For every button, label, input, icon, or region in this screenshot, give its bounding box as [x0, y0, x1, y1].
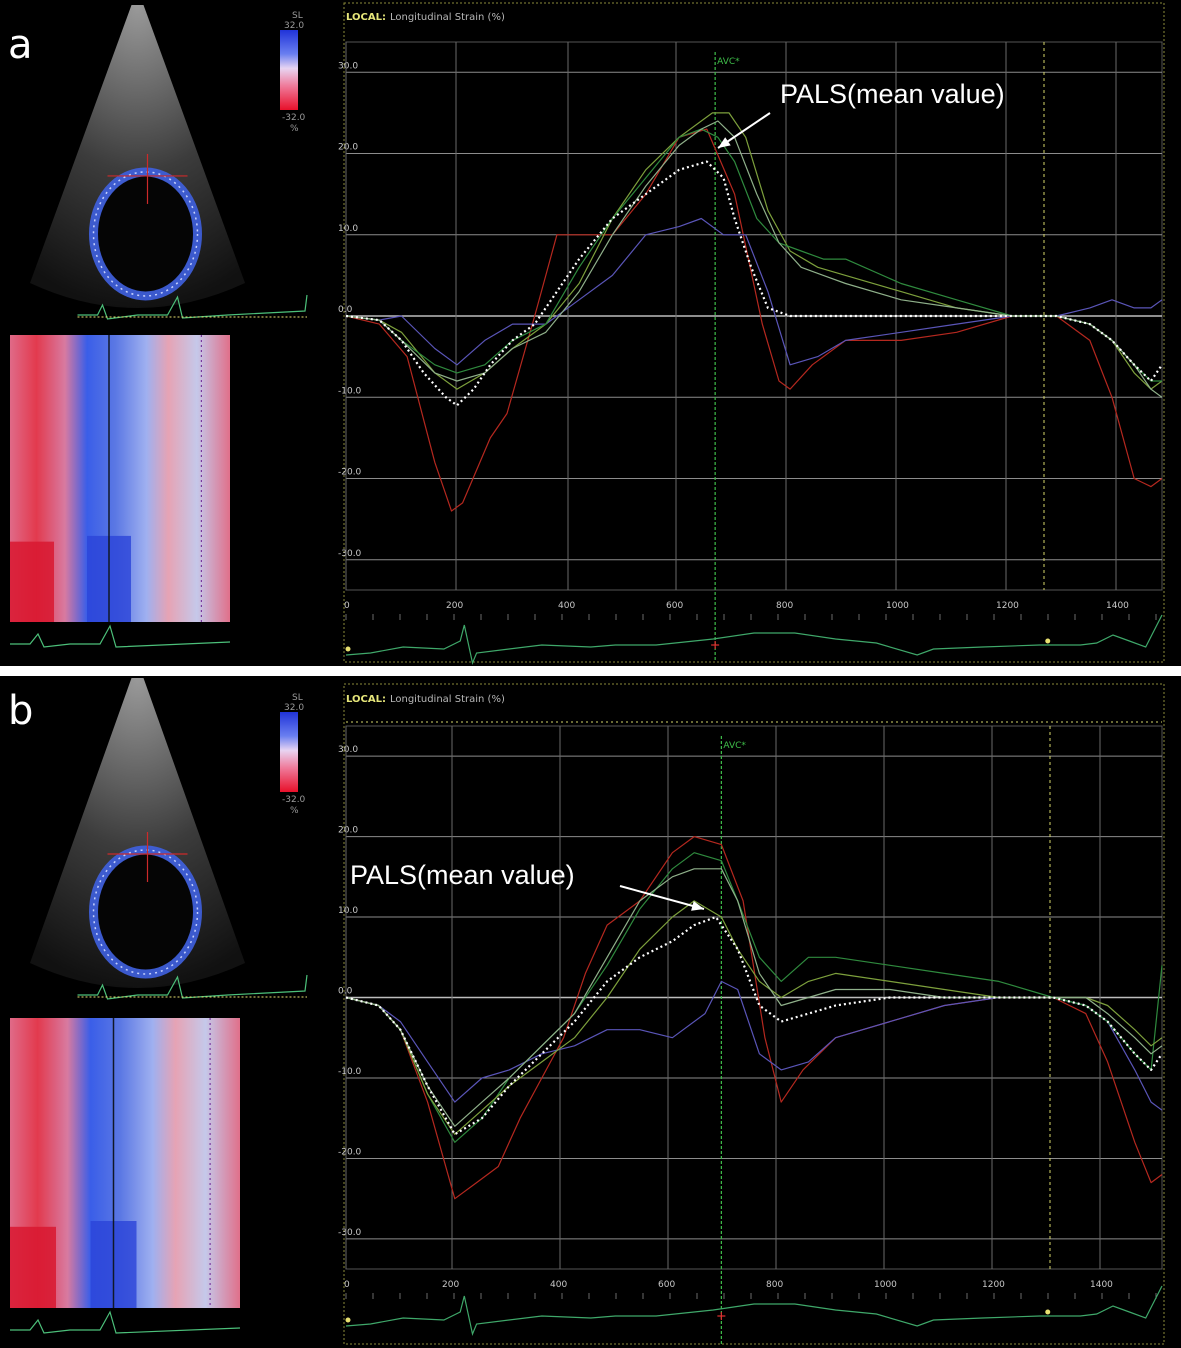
y-tick-label: -30.0: [338, 1228, 362, 1238]
pals-arrow: [619, 885, 705, 910]
colorbar-min: -32.0: [282, 113, 306, 123]
panel-label: a: [8, 22, 33, 68]
plot-outer-frame: [343, 2, 1165, 663]
ecg-end-marker: [1045, 638, 1051, 644]
mean-strain-line: [345, 915, 1163, 1136]
colorbar-max: 32.0: [284, 703, 304, 713]
x-tick-label: 0: [344, 1280, 350, 1290]
m-mode-ecg-trace: [10, 1310, 241, 1334]
x-tick-label: 400: [550, 1280, 567, 1290]
segment-strain-line-5: [345, 868, 1163, 1127]
y-tick-label: -20.0: [338, 468, 362, 478]
segment-strain-line-4: [345, 900, 1163, 1135]
pals-annotation: PALS(mean value): [780, 79, 1005, 109]
pals-annotation: PALS(mean value): [350, 860, 575, 890]
segment-strain-line-3: [345, 112, 1163, 390]
x-tick-label: 1000: [886, 601, 909, 611]
x-tick-label: 800: [776, 601, 793, 611]
x-tick-label: 600: [658, 1280, 675, 1290]
x-tick-label: 1200: [996, 601, 1019, 611]
y-tick-label: 30.0: [338, 745, 358, 755]
panel-a: SL 32.0 -32.0% LOCAL: Longitudinal Strain (%…: [0, 0, 1181, 666]
segment-strain-line-1: [345, 836, 1163, 1200]
segment-strain-line-2: [345, 980, 1163, 1111]
ecg-trace: [345, 614, 1163, 666]
y-tick-label: 30.0: [338, 61, 358, 71]
x-tick-label: 1200: [982, 1280, 1005, 1290]
colorbar-top-label: SL: [292, 693, 303, 703]
x-tick-label: 200: [442, 1280, 459, 1290]
y-tick-label: 20.0: [338, 143, 358, 153]
y-tick-label: 0.0: [338, 305, 353, 315]
echo-ecg-trace: [77, 974, 308, 1000]
y-tick-label: 10.0: [338, 224, 358, 234]
m-mode-red-band: [10, 1226, 56, 1308]
x-tick-label: 1400: [1090, 1280, 1113, 1290]
x-tick-label: 800: [766, 1280, 783, 1290]
y-tick-label: 0.0: [338, 987, 353, 997]
ecg-trace: [345, 1285, 1163, 1337]
lv-cavity: [97, 854, 194, 970]
pals-arrowhead: [691, 901, 704, 911]
ecg-start-marker: [345, 646, 351, 652]
x-tick-label: 0: [344, 601, 350, 611]
colorbar-min: -32.0: [282, 795, 306, 805]
x-tick-label: 600: [666, 601, 683, 611]
strain-colorbar: [280, 712, 298, 792]
x-tick-label: 400: [558, 601, 575, 611]
y-tick-label: -10.0: [338, 1067, 362, 1077]
plot-outer-frame: [343, 683, 1165, 1345]
strain-colorbar: [280, 30, 298, 110]
segment-strain-line-1: [345, 128, 1163, 512]
m-mode-red-band: [10, 541, 54, 622]
ecg-start-marker: [345, 1317, 351, 1323]
y-tick-label: -20.0: [338, 1147, 362, 1157]
x-tick-label: 200: [446, 601, 463, 611]
colorbar-unit: %: [290, 124, 299, 134]
x-tick-label: 1400: [1106, 601, 1129, 611]
pals-arrowhead: [718, 137, 731, 148]
myocardium-strain-overlay: [89, 167, 202, 301]
lv-cavity: [97, 175, 194, 292]
chart-title: LOCAL: Longitudinal Strain (%): [346, 694, 505, 705]
y-tick-label: -10.0: [338, 386, 362, 396]
avc-marker-label: AVC*: [717, 57, 740, 67]
segment-strain-line-5: [345, 120, 1163, 398]
colorbar-max: 32.0: [284, 21, 304, 31]
segment-strain-line-2: [345, 217, 1163, 366]
echo-ecg-trace: [77, 294, 308, 320]
x-tick-label: 1000: [874, 1280, 897, 1290]
m-mode-ecg-trace: [10, 624, 231, 648]
colorbar-top-label: SL: [292, 11, 303, 21]
avc-marker-label: AVC*: [723, 741, 746, 751]
y-tick-label: -30.0: [338, 549, 362, 559]
panel-label: b: [8, 688, 33, 734]
y-tick-label: 10.0: [338, 906, 358, 916]
panel-b: SL 32.0 -32.0% LOCAL: Longitudinal Strain (%…: [0, 676, 1181, 1348]
ecg-end-marker: [1045, 1309, 1051, 1315]
colorbar-unit: %: [290, 806, 299, 816]
chart-title: LOCAL: Longitudinal Strain (%): [346, 12, 505, 23]
tracking-points: [92, 849, 199, 975]
y-tick-label: 20.0: [338, 826, 358, 836]
